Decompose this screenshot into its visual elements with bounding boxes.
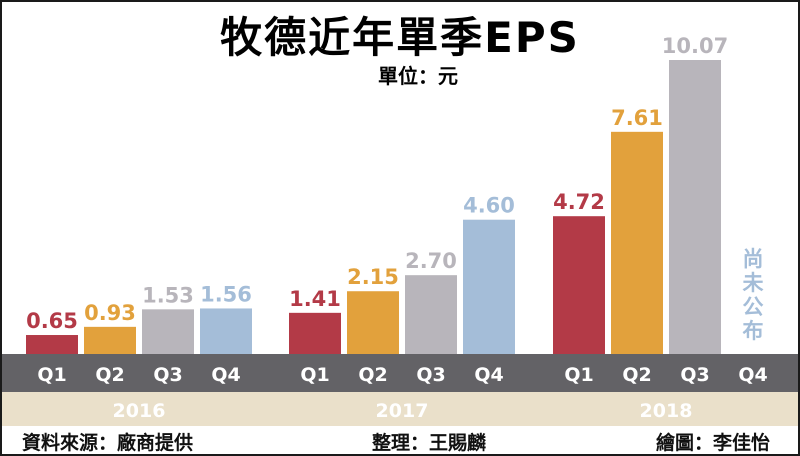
year-band	[2, 392, 798, 426]
quarter-label: Q3	[153, 364, 182, 386]
value-label: 0.93	[84, 301, 136, 325]
bar-2017-q2	[347, 291, 399, 354]
value-label: 2.70	[405, 249, 457, 273]
value-label: 4.72	[553, 190, 605, 214]
year-label: 2018	[640, 400, 693, 422]
value-label: 10.07	[662, 34, 728, 58]
bar-2016-q1	[26, 335, 78, 354]
artist-credit: 繪圖：李佳怡	[655, 432, 770, 454]
quarter-label: Q1	[300, 364, 329, 386]
value-label: 2.15	[347, 265, 399, 289]
chart-title: 牧德近年單季EPS	[220, 13, 580, 62]
value-label: 1.41	[289, 287, 341, 311]
bar-2016-q3	[142, 309, 194, 354]
not-announced-char: 公	[743, 295, 764, 319]
bar-2016-q2	[84, 326, 136, 354]
editor-credit: 整理：王賜麟	[372, 432, 487, 454]
bar-2018-q3	[669, 60, 721, 354]
year-label: 2016	[113, 400, 166, 422]
not-announced-char: 尚	[743, 247, 764, 271]
value-label: 1.56	[200, 282, 252, 306]
quarter-label: Q1	[37, 364, 66, 386]
source-credit: 資料來源：廠商提供	[22, 432, 194, 454]
not-announced-char: 布	[743, 319, 764, 343]
value-label: 1.53	[142, 283, 194, 307]
bar-2017-q1	[289, 312, 341, 354]
bar-2016-q4	[200, 308, 252, 354]
quarter-label: Q1	[564, 364, 593, 386]
quarter-label: Q3	[416, 364, 445, 386]
bar-2017-q4	[463, 219, 515, 354]
bar-2017-q3	[405, 275, 457, 354]
unit-label: 單位：元	[378, 64, 458, 88]
quarter-label: Q2	[622, 364, 651, 386]
quarter-label: Q2	[358, 364, 387, 386]
quarter-band	[2, 354, 798, 392]
quarter-label: Q3	[680, 364, 709, 386]
quarter-label: Q4	[738, 364, 767, 386]
quarter-label: Q2	[95, 364, 124, 386]
year-label: 2017	[376, 400, 429, 422]
value-label: 0.65	[26, 309, 78, 333]
value-label: 4.60	[463, 194, 515, 218]
bar-2018-q2	[611, 131, 663, 354]
quarter-label: Q4	[474, 364, 503, 386]
not-announced-char: 未	[743, 271, 764, 295]
value-label: 7.61	[611, 106, 663, 130]
bar-2018-q1	[553, 216, 605, 354]
quarter-label: Q4	[211, 364, 240, 386]
